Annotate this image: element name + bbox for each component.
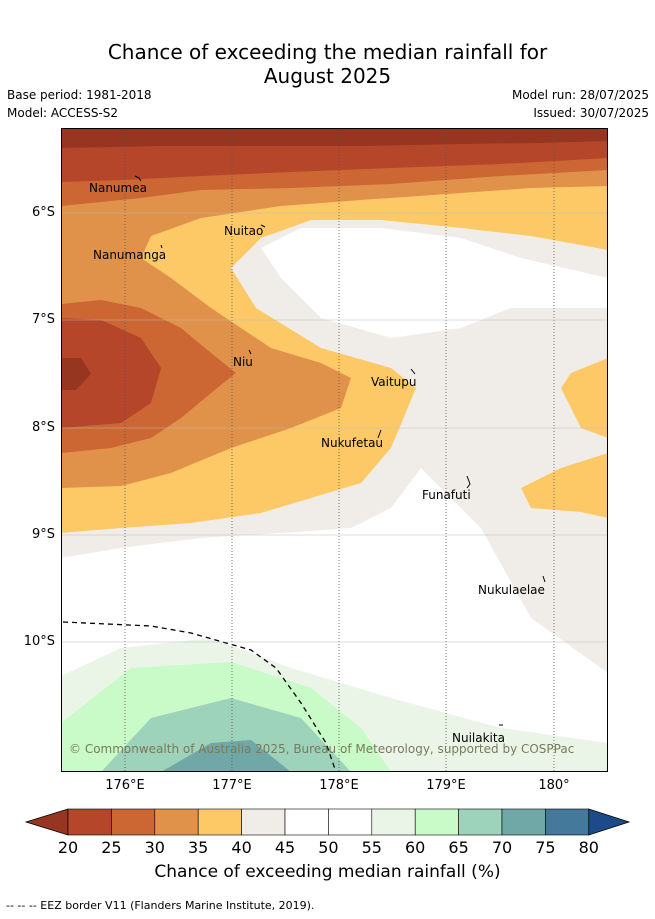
place-label: Niu	[233, 355, 253, 369]
copyright-notice: © Commonwealth of Australia 2025, Bureau…	[69, 742, 575, 756]
rainfall-map	[61, 128, 608, 772]
colorbar-tick-label: 50	[318, 838, 339, 857]
colorbar-tick-label: 35	[188, 838, 209, 857]
place-label: Funafuti	[422, 488, 471, 502]
colorbar-tick-label: 70	[491, 838, 513, 857]
east-yellow-lobe-2	[521, 453, 608, 518]
colorbar-tick-label: 75	[535, 838, 556, 857]
colorbar-under-arrow	[24, 808, 69, 836]
lon-label: 176°E	[105, 778, 145, 793]
colorbar-tick-label: 60	[405, 838, 426, 857]
lat-gridlines	[61, 212, 608, 643]
title-line-2: August 2025	[263, 64, 392, 88]
title-line-1: Chance of exceeding the median rainfall …	[107, 40, 548, 64]
colorbar-swatch	[458, 808, 503, 836]
colorbar-tick-label: 45	[274, 838, 296, 857]
lon-label: 179°E	[426, 778, 466, 793]
eez-border-note: -- -- -- EEZ border V11 (Flanders Marine…	[6, 899, 315, 912]
colorbar-tick-label: 25	[101, 838, 122, 857]
white-inner	[261, 228, 608, 338]
colorbar-swatch	[328, 808, 373, 836]
place-label: Nukufetau	[321, 436, 384, 450]
band-65-70	[101, 698, 351, 772]
band-below-20-west	[61, 358, 91, 390]
map-title: Chance of exceeding the median rainfall …	[0, 40, 655, 88]
colorbar-swatch	[284, 808, 329, 836]
colorbar-tick-label: 65	[448, 838, 469, 857]
lon-label: 180°	[538, 778, 570, 793]
colorbar-tick-label: 20	[57, 838, 79, 857]
island-marks	[134, 175, 546, 726]
colorbar-tick-label: 80	[578, 838, 599, 857]
place-label: Nuitao	[224, 224, 264, 238]
lat-label: 9°S	[31, 527, 55, 542]
band-below-20	[61, 128, 608, 148]
colorbar-swatch	[371, 808, 416, 836]
colorbar-swatch	[154, 808, 199, 836]
place-label: Vaitupu	[371, 375, 417, 389]
colorbar-swatch	[67, 808, 112, 836]
colorbar-swatch	[197, 808, 242, 836]
colorbar-swatch	[111, 808, 156, 836]
issued-label: Issued: 30/07/2025	[533, 106, 649, 120]
band-20-25-west	[61, 318, 161, 428]
lat-label: 8°S	[31, 420, 55, 435]
lat-label: 6°S	[31, 205, 55, 220]
colorbar-over-arrow	[588, 808, 631, 836]
eez-border	[62, 621, 337, 772]
colorbar-swatch	[501, 808, 546, 836]
place-label: Nanumea	[89, 181, 147, 195]
lat-label: 10°S	[23, 634, 55, 649]
colorbar-label: Chance of exceeding median rainfall (%)	[154, 862, 501, 882]
colorbar-swatch	[545, 808, 590, 836]
base-period-label: Base period: 1981-2018	[7, 88, 152, 102]
colorbar-tick-label: 30	[144, 838, 165, 857]
model-label: Model: ACCESS-S2	[7, 106, 119, 120]
colorbar-swatch	[241, 808, 286, 836]
colorbar-swatch	[414, 808, 459, 836]
lon-label: 178°E	[319, 778, 359, 793]
colorbar-tick-label: 40	[231, 838, 252, 857]
colorbar	[24, 808, 631, 836]
colorbar-tick-label: 55	[361, 838, 382, 857]
lon-label: 177°E	[212, 778, 252, 793]
lat-label: 7°S	[31, 312, 55, 327]
band-70-75	[161, 740, 291, 772]
place-label: Nanumanga	[93, 248, 167, 262]
gridlines	[124, 128, 555, 772]
place-label: Nuilakita	[452, 731, 505, 745]
place-label: Nukulaelae	[478, 583, 545, 597]
model-run-label: Model run: 28/07/2025	[511, 88, 649, 102]
east-yellow-lobe	[561, 358, 608, 438]
